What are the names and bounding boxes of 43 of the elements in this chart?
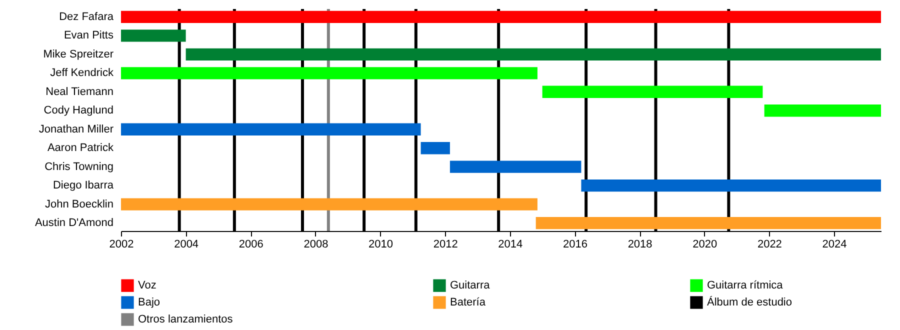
legend-label: Bajo [138, 296, 160, 308]
y-tick-label: Jonathan Miller [38, 123, 114, 136]
x-tick-label: 2008 [304, 238, 328, 250]
x-tick-label: 2004 [174, 238, 199, 250]
x-tick-label: 2002 [109, 238, 134, 250]
y-tick-label: Aaron Patrick [47, 142, 114, 154]
bar [542, 86, 763, 98]
bar [121, 67, 538, 80]
x-tick-label: 2022 [757, 238, 782, 250]
y-tick-label: Mike Spreitzer [43, 48, 114, 60]
bar [121, 30, 186, 42]
y-tick-label: Austin D'Amond [34, 217, 114, 230]
y-tick-label: Chris Towning [44, 160, 114, 173]
legend-label: Guitarra rítmica [707, 280, 784, 292]
x-tick-label: 2018 [628, 238, 652, 250]
x-tick-label: 2010 [368, 238, 394, 250]
x-tick-label: 2024 [822, 238, 847, 250]
y-tick-label: John Boecklin [45, 198, 114, 210]
bar [536, 216, 881, 230]
y-tick-label: Dez Fafara [59, 10, 114, 23]
bar [581, 179, 881, 192]
y-tick-label: Neal Tiemann [46, 86, 114, 98]
bar [450, 160, 582, 173]
bar [121, 123, 421, 136]
bar [764, 104, 881, 117]
x-tick-label: 2006 [238, 238, 264, 250]
x-tick-label: 2016 [562, 238, 588, 250]
x-tick-label: 2020 [692, 238, 718, 250]
legend-label: Álbum de estudio [707, 296, 792, 308]
legend-label: Otros lanzamientos [138, 314, 234, 326]
y-tick-label: Jeff Kendrick [50, 67, 114, 80]
bar [121, 10, 881, 24]
bar [420, 142, 450, 154]
legend-label: Guitarra [450, 280, 491, 292]
y-tick-label: Evan Pitts [64, 30, 114, 42]
bar [121, 198, 538, 210]
x-tick-label: 2014 [498, 238, 523, 250]
bar [186, 48, 881, 61]
x-tick-label: 2012 [433, 238, 458, 250]
legend-label: Voz [138, 280, 156, 292]
legend-label: Batería [450, 296, 486, 308]
y-tick-label: Diego Ibarra [52, 180, 114, 192]
y-tick-label: Cody Haglund [44, 104, 114, 117]
